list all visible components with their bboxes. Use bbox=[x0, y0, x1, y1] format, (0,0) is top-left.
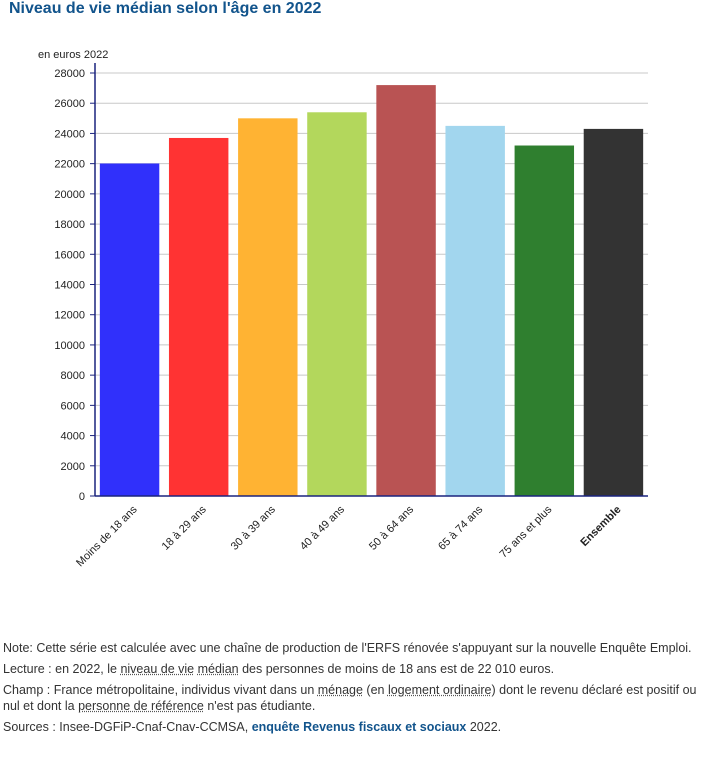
chart-title: Niveau de vie médian selon l'âge en 2022 bbox=[9, 0, 322, 17]
x-tick-label: 65 à 74 ans bbox=[436, 503, 485, 552]
chart-notes: Note: Cette série est calculée avec une … bbox=[3, 640, 701, 740]
bar[interactable] bbox=[376, 85, 436, 497]
y-tick-label: 18000 bbox=[54, 219, 85, 231]
bar[interactable] bbox=[238, 118, 298, 497]
bar[interactable] bbox=[514, 145, 575, 496]
bar[interactable] bbox=[99, 163, 160, 496]
x-tick-label: 40 à 49 ans bbox=[298, 503, 347, 552]
bar[interactable] bbox=[583, 128, 644, 496]
sources-suffix: 2022. bbox=[466, 720, 502, 734]
champ-suffix: n'est pas étudiante. bbox=[203, 699, 316, 713]
y-axis-ticks: 0 2000 4000 6000 8000 10000 12000 14000 16000 180… bbox=[54, 68, 95, 503]
x-tick-label: 18 à 29 ans bbox=[160, 503, 209, 552]
glossary-link-menage[interactable]: ménage bbox=[317, 683, 363, 697]
y-tick-label: 26000 bbox=[54, 98, 85, 110]
bar[interactable] bbox=[307, 112, 367, 497]
sources-prefix: Sources : Insee-DGFiP-Cnaf-Cnav-CCMSA, bbox=[3, 720, 252, 734]
x-tick-label: Moins de 18 ans bbox=[74, 503, 140, 569]
lecture-suffix: des personnes de moins de 18 ans est de … bbox=[238, 662, 555, 676]
lecture-text: Lecture : en 2022, le niveau de vie médi… bbox=[3, 661, 701, 677]
champ-text: Champ : France métropolitaine, individus… bbox=[3, 682, 701, 714]
sources-text: Sources : Insee-DGFiP-Cnaf-Cnav-CCMSA, e… bbox=[3, 719, 701, 735]
note-text: Note: Cette série est calculée avec une … bbox=[3, 641, 692, 655]
x-axis-labels: Moins de 18 ans 18 à 29 ans 30 à 39 ans 40 … bbox=[74, 503, 623, 569]
y-tick-label: 6000 bbox=[61, 400, 85, 412]
x-tick-label: 30 à 39 ans bbox=[229, 503, 278, 552]
axes bbox=[94, 63, 648, 497]
x-tick-label: 75 ans et plus bbox=[498, 503, 555, 560]
y-tick-label: 12000 bbox=[54, 310, 85, 322]
y-tick-label: 4000 bbox=[61, 431, 85, 443]
x-tick-label: Ensemble bbox=[578, 504, 623, 549]
bars bbox=[99, 85, 644, 497]
champ-mid1: (en bbox=[362, 683, 388, 697]
y-tick-label: 14000 bbox=[54, 280, 85, 292]
y-tick-label: 16000 bbox=[54, 249, 85, 261]
y-tick-label: 20000 bbox=[54, 189, 85, 201]
y-tick-label: 22000 bbox=[54, 159, 85, 171]
champ-prefix: Champ : France métropolitaine, individus… bbox=[3, 683, 318, 697]
y-tick-label: 8000 bbox=[61, 370, 85, 382]
x-tick-label: 50 à 64 ans bbox=[367, 503, 416, 552]
glossary-link-personne-de-reference[interactable]: personne de référence bbox=[78, 699, 204, 713]
bar[interactable] bbox=[168, 137, 229, 496]
y-tick-label: 2000 bbox=[61, 461, 85, 473]
y-tick-label: 24000 bbox=[54, 128, 85, 140]
y-tick-label: 0 bbox=[79, 491, 85, 503]
bar[interactable] bbox=[445, 125, 505, 496]
glossary-link-median[interactable]: médian bbox=[197, 662, 239, 676]
source-link-erfs[interactable]: enquête Revenus fiscaux et sociaux bbox=[251, 720, 467, 734]
y-axis-unit-label: en euros 2022 bbox=[38, 49, 108, 61]
lecture-prefix: Lecture : en 2022, le bbox=[3, 662, 121, 676]
glossary-link-niveau-de-vie[interactable]: niveau de vie bbox=[120, 662, 195, 676]
y-tick-label: 10000 bbox=[54, 340, 85, 352]
bar-chart: en euros 2022 0 2000 4000 6000 8000 10000 1200… bbox=[38, 49, 648, 569]
glossary-link-logement-ordinaire[interactable]: logement ordinaire bbox=[387, 683, 492, 697]
y-tick-label: 28000 bbox=[54, 68, 85, 80]
champ-mid2: ) dont le revenu déclaré est positif ou … bbox=[3, 683, 697, 713]
